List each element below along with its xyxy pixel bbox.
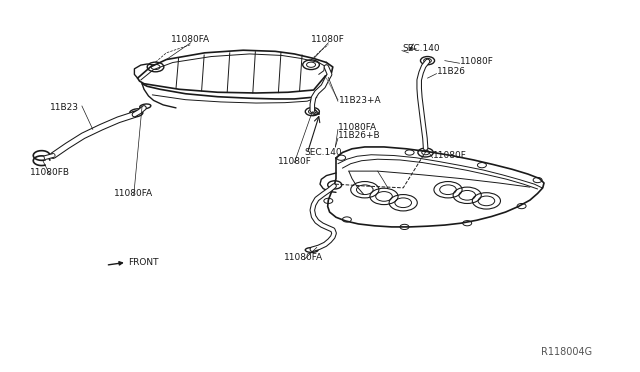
Text: 11080FA: 11080FA <box>114 189 154 198</box>
Text: 11B26: 11B26 <box>436 67 465 76</box>
Circle shape <box>477 163 486 168</box>
Text: FRONT: FRONT <box>128 258 159 267</box>
Text: 11B23: 11B23 <box>49 103 79 112</box>
Circle shape <box>337 155 346 160</box>
Circle shape <box>324 198 333 203</box>
Circle shape <box>533 177 542 183</box>
Text: 11080FA: 11080FA <box>284 253 324 262</box>
Text: 11080F: 11080F <box>278 157 312 166</box>
Text: 11080FB: 11080FB <box>30 169 70 177</box>
Text: 11080F: 11080F <box>312 35 345 44</box>
Text: 11B26+B: 11B26+B <box>338 131 381 140</box>
Text: SEC.140: SEC.140 <box>305 148 342 157</box>
Text: SEC.140: SEC.140 <box>402 44 440 53</box>
Text: R118004G: R118004G <box>541 347 592 356</box>
Circle shape <box>400 224 409 230</box>
Circle shape <box>342 217 351 222</box>
Text: 11080F: 11080F <box>433 151 467 160</box>
Circle shape <box>517 203 526 209</box>
Text: 11080FA: 11080FA <box>171 35 211 44</box>
Text: 11080FA: 11080FA <box>338 123 377 132</box>
Circle shape <box>463 221 472 226</box>
Circle shape <box>405 150 414 155</box>
Text: 11080F: 11080F <box>460 57 493 65</box>
Text: 11B23+A: 11B23+A <box>339 96 382 105</box>
